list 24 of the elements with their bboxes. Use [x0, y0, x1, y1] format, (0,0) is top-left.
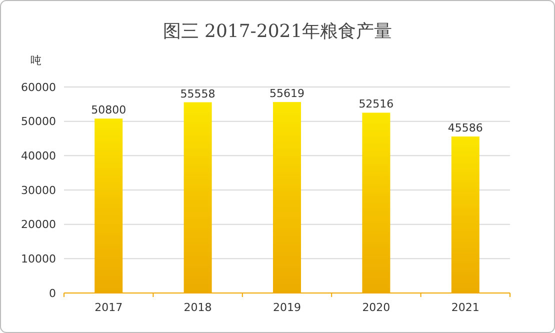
- bar: [94, 118, 123, 293]
- bar: [362, 112, 390, 293]
- bar: [273, 102, 301, 293]
- x-tick-label: 2017: [94, 301, 123, 314]
- bar: [184, 102, 212, 293]
- data-label: 50800: [91, 104, 126, 117]
- x-tick-label: 2019: [273, 301, 301, 314]
- chart-title: 图三 2017-2021年粮食产量: [162, 21, 392, 42]
- y-tick-label: 60000: [21, 80, 56, 94]
- y-tick-label: 20000: [21, 218, 56, 232]
- data-label: 55619: [270, 87, 304, 100]
- data-label: 52516: [358, 98, 394, 111]
- y-axis-title: 吨: [30, 54, 42, 67]
- y-tick-label: 30000: [21, 184, 56, 197]
- bar: [451, 136, 480, 293]
- x-tick-label: 2021: [451, 301, 480, 314]
- y-tick-label: 40000: [21, 150, 56, 163]
- y-tick-label: 50000: [21, 115, 56, 128]
- x-tick-label: 2020: [362, 301, 390, 314]
- x-tick-label: 2018: [184, 301, 212, 314]
- data-label: 55558: [180, 87, 216, 100]
- y-tick-label: 0: [49, 286, 56, 300]
- data-label: 45586: [448, 121, 483, 134]
- y-tick-label: 10000: [21, 252, 56, 266]
